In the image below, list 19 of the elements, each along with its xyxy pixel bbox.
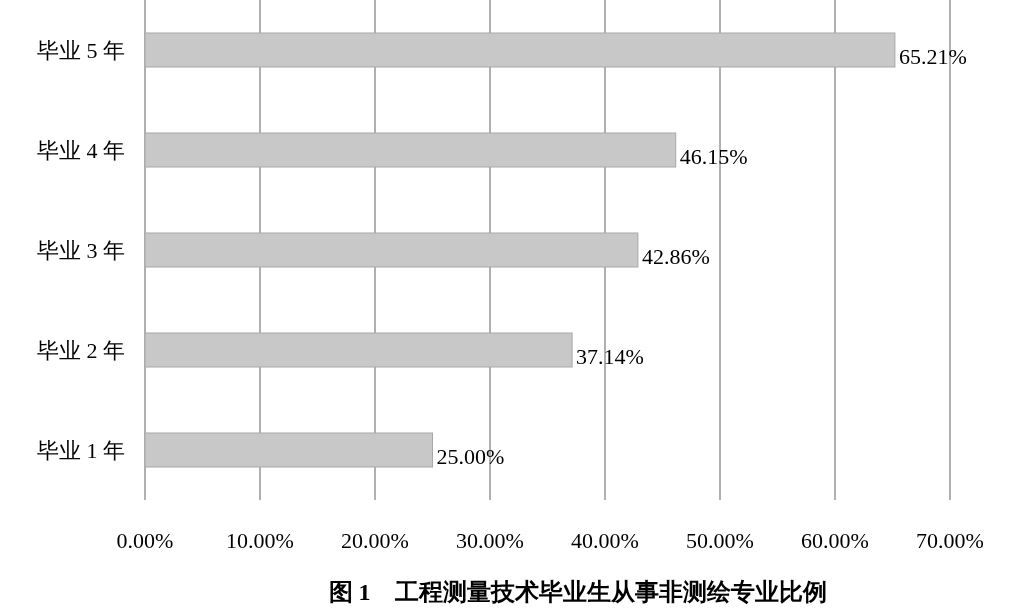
x-tick-label: 0.00% xyxy=(116,528,174,553)
y-tick-label: 毕业 1 年 xyxy=(37,438,125,463)
x-tick-label: 60.00% xyxy=(801,528,869,553)
x-tick-label: 40.00% xyxy=(571,528,639,553)
data-label: 46.15% xyxy=(679,144,748,169)
data-label: 37.14% xyxy=(576,344,644,369)
x-tick-label: 20.00% xyxy=(341,528,409,553)
x-tick-label: 10.00% xyxy=(226,528,294,553)
x-tick-label: 50.00% xyxy=(686,528,754,553)
data-label: 42.86% xyxy=(641,244,710,269)
y-tick-label: 毕业 2 年 xyxy=(37,338,125,363)
y-tick-label: 毕业 4 年 xyxy=(37,138,125,163)
y-tick-label: 毕业 3 年 xyxy=(37,238,125,263)
data-label: 25.00% xyxy=(436,444,505,469)
x-tick-label: 70.00% xyxy=(916,528,984,553)
text: 图 1 工程测量技术毕业生从事非测绘专业比例 xyxy=(328,579,827,605)
data-label: 65.21% xyxy=(898,44,967,69)
y-tick-label: 毕业 5 年 xyxy=(37,38,125,63)
x-tick-label: 30.00% xyxy=(456,528,524,553)
